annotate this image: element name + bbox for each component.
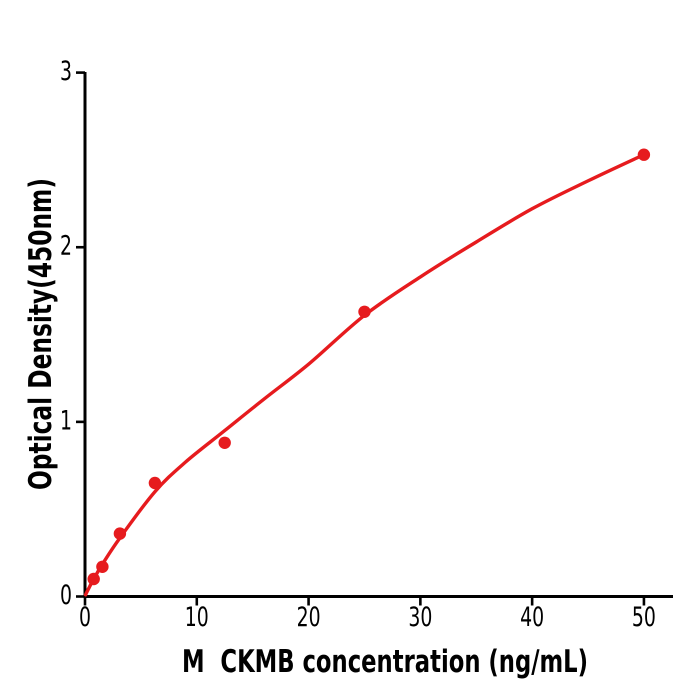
x-tick-label: 0	[79, 602, 91, 633]
data-points-group	[87, 148, 651, 586]
y-tick-label: 3	[60, 56, 72, 87]
data-point	[218, 436, 231, 449]
data-point	[113, 527, 127, 540]
y-tick-label: 0	[60, 580, 72, 611]
x-tick-label: 30	[408, 602, 432, 633]
data-point	[637, 148, 651, 161]
data-point	[358, 305, 371, 318]
x-tick-label: 50	[632, 602, 656, 633]
x-tick-label: 10	[185, 602, 209, 633]
data-point	[87, 572, 100, 586]
data-point	[148, 476, 162, 490]
x-tick-label: 20	[297, 602, 321, 633]
x-axis-label: M CKMB concentration (ng/mL)	[182, 644, 588, 680]
data-point	[96, 560, 109, 573]
y-axis-label: Optical Density(450nm)	[23, 178, 59, 490]
fit-curve-group	[83, 153, 646, 597]
axes: 0 10 20 30 40 50 0 1 2 3	[60, 56, 673, 633]
y-tick-label: 1	[60, 405, 72, 436]
fit-curve	[83, 153, 646, 597]
y-tick-label: 2	[60, 231, 72, 262]
x-tick-label: 40	[520, 602, 544, 633]
